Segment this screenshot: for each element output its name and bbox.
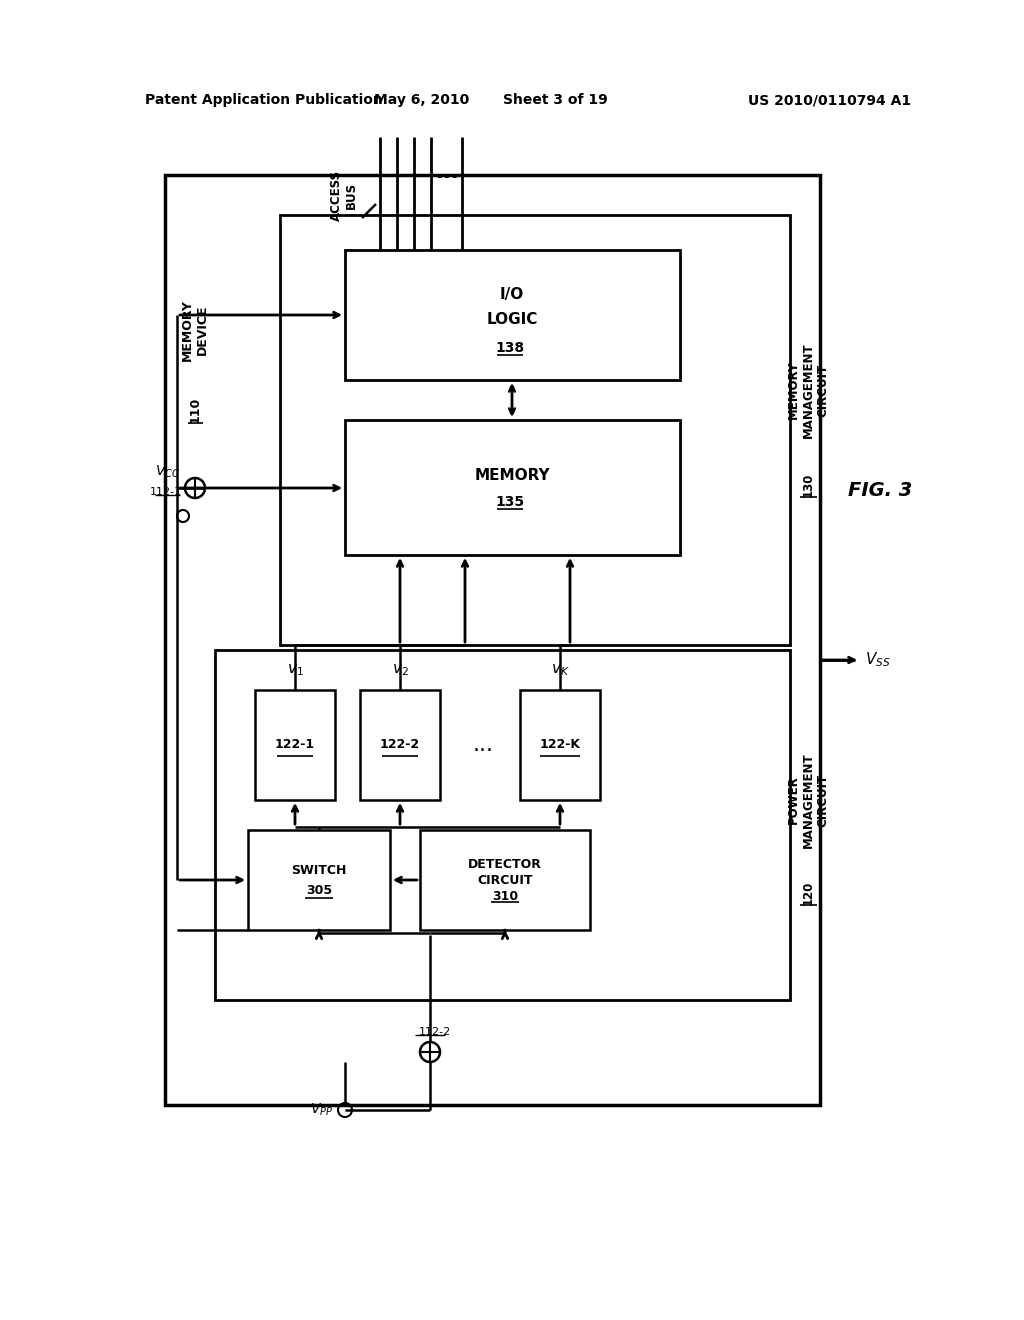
Text: ...: ...	[436, 162, 460, 182]
Text: $\it{V}_{SS}$: $\it{V}_{SS}$	[865, 651, 891, 669]
Text: 110: 110	[188, 397, 202, 424]
Text: $\it{v}_2$: $\it{v}_2$	[391, 663, 409, 678]
Bar	[255, 690, 335, 800]
Bar	[420, 830, 590, 931]
Text: 135: 135	[496, 495, 524, 510]
Text: MEMORY
DEVICE: MEMORY DEVICE	[181, 300, 209, 360]
Bar	[360, 690, 440, 800]
Text: 130: 130	[802, 473, 814, 498]
Text: SWITCH: SWITCH	[291, 863, 347, 876]
Text: Patent Application Publication: Patent Application Publication	[145, 92, 383, 107]
Bar	[520, 690, 600, 800]
Text: $\it{v}_1$: $\it{v}_1$	[287, 663, 303, 678]
Text: POWER
MANAGEMENT
CIRCUIT: POWER MANAGEMENT CIRCUIT	[786, 752, 829, 847]
Text: US 2010/0110794 A1: US 2010/0110794 A1	[749, 92, 911, 107]
Text: I/O: I/O	[500, 288, 524, 302]
Text: 305: 305	[306, 883, 332, 896]
Text: 138: 138	[496, 341, 524, 355]
Bar	[165, 176, 820, 1105]
Bar	[345, 420, 680, 554]
Bar	[280, 215, 790, 645]
Text: CIRCUIT: CIRCUIT	[477, 874, 532, 887]
Text: 112-2: 112-2	[419, 1027, 452, 1038]
Text: ...: ...	[472, 735, 494, 755]
Text: MEMORY: MEMORY	[474, 467, 550, 483]
Text: FIG. 3: FIG. 3	[848, 480, 912, 499]
Text: May 6, 2010: May 6, 2010	[375, 92, 470, 107]
Text: Sheet 3 of 19: Sheet 3 of 19	[503, 92, 607, 107]
Text: $\it{v}_K$: $\it{v}_K$	[551, 663, 569, 678]
Text: 112-1: 112-1	[150, 487, 182, 498]
Bar	[345, 249, 680, 380]
Text: DETECTOR: DETECTOR	[468, 858, 542, 870]
Text: LOGIC: LOGIC	[486, 313, 538, 327]
Text: 122-2: 122-2	[380, 738, 420, 751]
Text: $\it{V}_{CC}$: $\it{V}_{CC}$	[155, 463, 180, 480]
Text: 122-K: 122-K	[540, 738, 581, 751]
Text: 122-1: 122-1	[274, 738, 315, 751]
Text: $\it{V}_{PP}$: $\it{V}_{PP}$	[310, 1102, 333, 1118]
Text: ACCESS
BUS: ACCESS BUS	[330, 169, 358, 220]
Bar	[215, 649, 790, 1001]
Text: 310: 310	[492, 890, 518, 903]
Bar	[248, 830, 390, 931]
Text: 120: 120	[802, 880, 814, 906]
Text: MEMORY
MANAGEMENT
CIRCUIT: MEMORY MANAGEMENT CIRCUIT	[786, 342, 829, 438]
